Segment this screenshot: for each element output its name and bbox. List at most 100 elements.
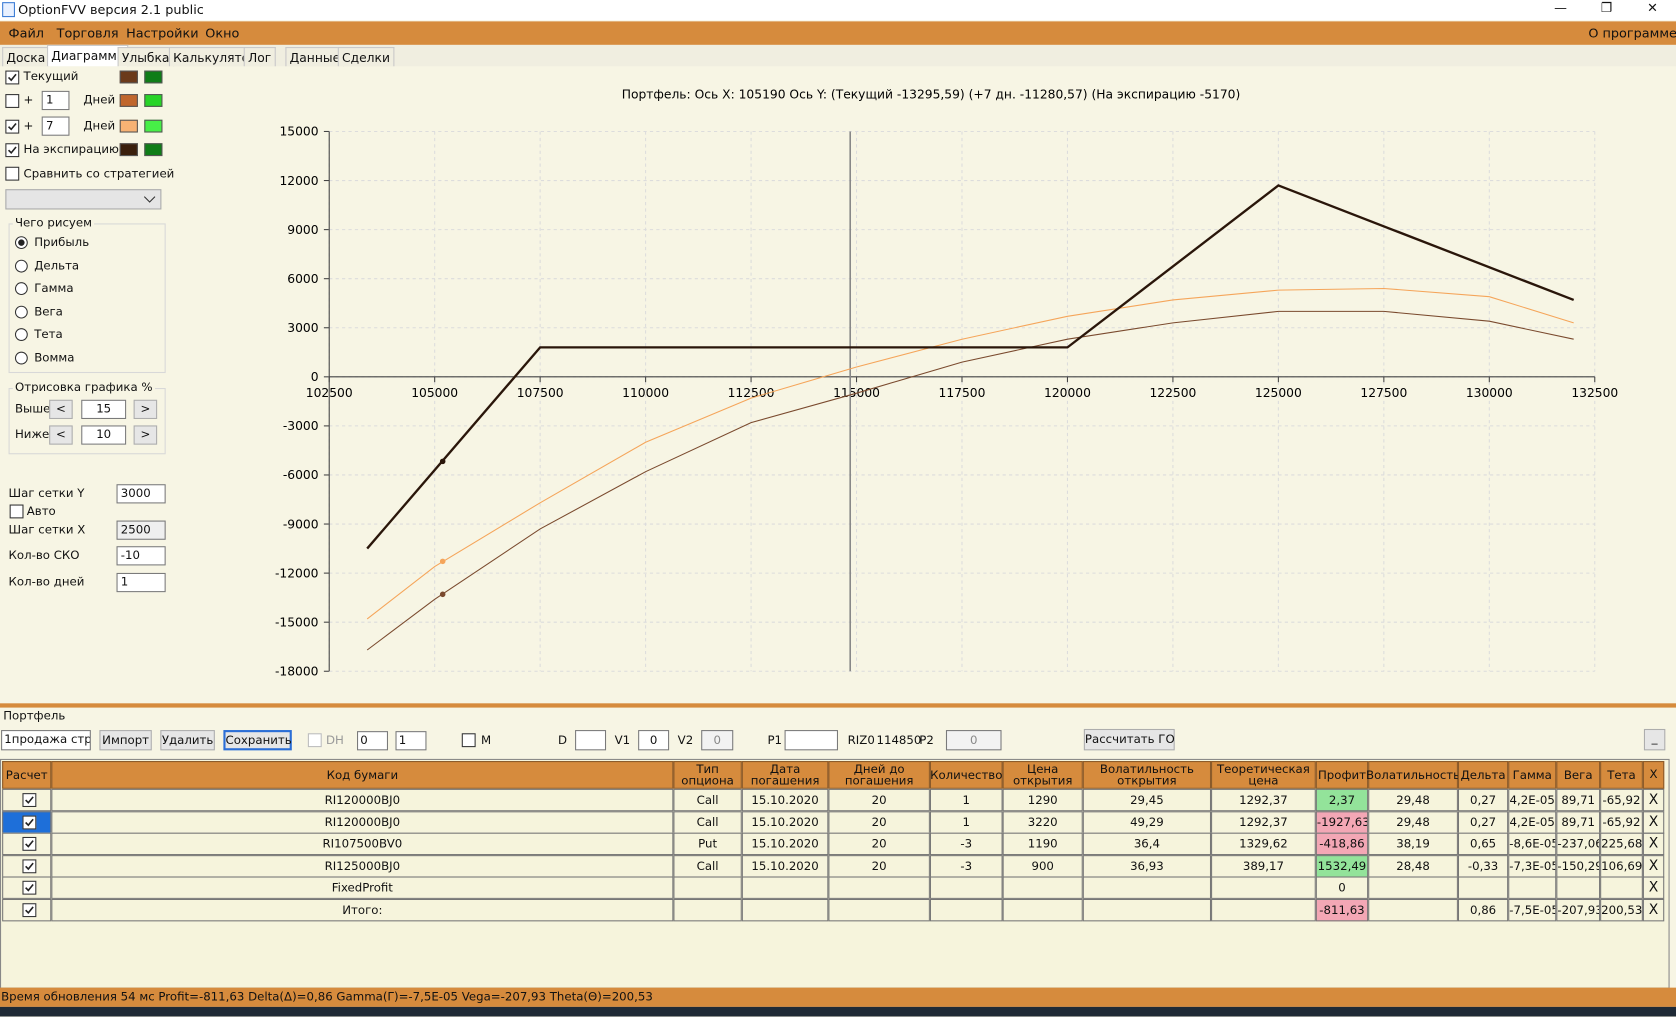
- radio[interactable]: [14, 236, 28, 250]
- button[interactable]: _: [1643, 728, 1666, 751]
- x-tick-label: 110000: [622, 386, 669, 400]
- step-button[interactable]: <: [49, 425, 73, 445]
- field-input[interactable]: 1: [116, 572, 166, 593]
- m-label: M: [480, 733, 492, 748]
- delete-button[interactable]: X: [1642, 810, 1665, 834]
- checkbox[interactable]: [5, 94, 20, 108]
- header-cell: Волатильность открытия: [1082, 761, 1212, 789]
- header-cell: Дней до погашения: [828, 761, 930, 789]
- radio[interactable]: [14, 282, 28, 296]
- radio[interactable]: [14, 351, 28, 364]
- menu-item[interactable]: Настройки: [126, 25, 199, 41]
- table-cell: 15.10.2020: [741, 810, 829, 834]
- radio[interactable]: [14, 328, 28, 341]
- spinner[interactable]: 1: [395, 731, 427, 751]
- window-button[interactable]: ❐: [1600, 0, 1613, 15]
- menu-item[interactable]: О программе: [1588, 25, 1676, 41]
- curve-unit: Дней: [83, 92, 116, 107]
- window-button[interactable]: —: [1554, 0, 1567, 15]
- checkbox[interactable]: [22, 903, 37, 918]
- checkbox[interactable]: [461, 733, 476, 748]
- color-swatch[interactable]: [119, 119, 138, 133]
- button[interactable]: Рассчитать ГО: [1083, 728, 1175, 751]
- tab[interactable]: Лог: [243, 47, 276, 67]
- button[interactable]: Удалить: [160, 730, 215, 751]
- cursor-marker: [439, 591, 446, 598]
- checkbox[interactable]: [5, 70, 20, 85]
- days-input[interactable]: 7: [41, 116, 70, 136]
- step-button[interactable]: <: [49, 399, 73, 420]
- cursor-marker: [439, 558, 446, 565]
- delete-button[interactable]: X: [1642, 898, 1665, 922]
- field-input[interactable]: 3000: [116, 484, 166, 504]
- tab[interactable]: Доска: [2, 47, 50, 67]
- checkbox[interactable]: [5, 119, 20, 134]
- title-part: 105190: [735, 87, 786, 101]
- radio[interactable]: [14, 259, 28, 273]
- tab[interactable]: Калькулятор: [168, 47, 262, 67]
- strategy-dropdown[interactable]: 1продажа стр: [1, 730, 91, 751]
- x-tick-label: 120000: [1044, 386, 1091, 400]
- table-cell: [929, 876, 1003, 900]
- y-tick-label: -9000: [283, 517, 319, 531]
- row-select-cell: [2, 876, 52, 900]
- table-cell: [1211, 876, 1316, 900]
- tab[interactable]: Диаграмма: [47, 44, 129, 67]
- color-swatch[interactable]: [119, 143, 138, 157]
- step-button[interactable]: >: [133, 399, 158, 420]
- group-title: Отрисовка графика %: [12, 380, 155, 395]
- table-cell: -0,33: [1457, 854, 1509, 878]
- tab[interactable]: Данные: [285, 47, 345, 67]
- table-cell: -150,29: [1556, 854, 1601, 878]
- v1-input[interactable]: 0: [638, 730, 670, 751]
- step-button[interactable]: >: [133, 425, 158, 445]
- table-cell: 0,27: [1457, 810, 1509, 834]
- range-input[interactable]: 10: [81, 425, 127, 445]
- table-cell: -65,92: [1600, 788, 1643, 812]
- menu-item[interactable]: Файл: [8, 25, 44, 41]
- checkbox[interactable]: [22, 837, 37, 852]
- button[interactable]: Импорт: [99, 730, 152, 751]
- title-part: -11280,57): [1016, 87, 1088, 101]
- radio[interactable]: [14, 305, 28, 318]
- tab[interactable]: Улыбка: [117, 47, 174, 67]
- range-input[interactable]: 15: [81, 399, 127, 420]
- d-input[interactable]: [575, 730, 607, 751]
- button[interactable]: Сохранить: [223, 730, 292, 751]
- color-swatch[interactable]: [144, 119, 163, 133]
- checkbox[interactable]: [9, 504, 24, 519]
- color-swatch[interactable]: [144, 143, 163, 157]
- checkbox[interactable]: [22, 859, 37, 874]
- color-swatch[interactable]: [119, 70, 138, 84]
- checkbox[interactable]: [5, 143, 20, 158]
- field-input[interactable]: 2500: [116, 520, 166, 540]
- days-input[interactable]: 1: [41, 90, 70, 111]
- checkbox[interactable]: [5, 166, 20, 181]
- delete-button[interactable]: X: [1642, 832, 1665, 856]
- window-button[interactable]: ✕: [1647, 0, 1658, 15]
- p1-input[interactable]: [784, 730, 839, 751]
- checkbox[interactable]: [307, 733, 322, 748]
- checkbox[interactable]: [22, 815, 37, 830]
- color-swatch[interactable]: [119, 94, 138, 107]
- row-select-cell: [2, 898, 52, 922]
- color-swatch[interactable]: [144, 94, 163, 107]
- field-input[interactable]: -10: [116, 546, 166, 566]
- radio-label: Вомма: [34, 350, 75, 364]
- strategy-select[interactable]: [5, 189, 162, 210]
- table-cell: 1292,37: [1211, 788, 1316, 812]
- checkbox[interactable]: [22, 793, 37, 808]
- delete-button[interactable]: X: [1642, 876, 1665, 900]
- taskbar: [0, 1006, 1676, 1017]
- table-cell: FixedProfit: [51, 876, 674, 900]
- menu-item[interactable]: Торговля: [56, 25, 119, 41]
- spinner[interactable]: 0: [357, 731, 389, 751]
- delete-button[interactable]: X: [1642, 854, 1665, 878]
- chart: Портфель: Ось X: 105190 Ось Y: (Текущий …: [275, 87, 1618, 678]
- color-swatch[interactable]: [144, 70, 163, 84]
- menu-item[interactable]: Окно: [205, 25, 240, 41]
- checkbox[interactable]: [22, 881, 37, 896]
- tab[interactable]: Сделки: [337, 47, 395, 67]
- delete-button[interactable]: X: [1642, 788, 1665, 812]
